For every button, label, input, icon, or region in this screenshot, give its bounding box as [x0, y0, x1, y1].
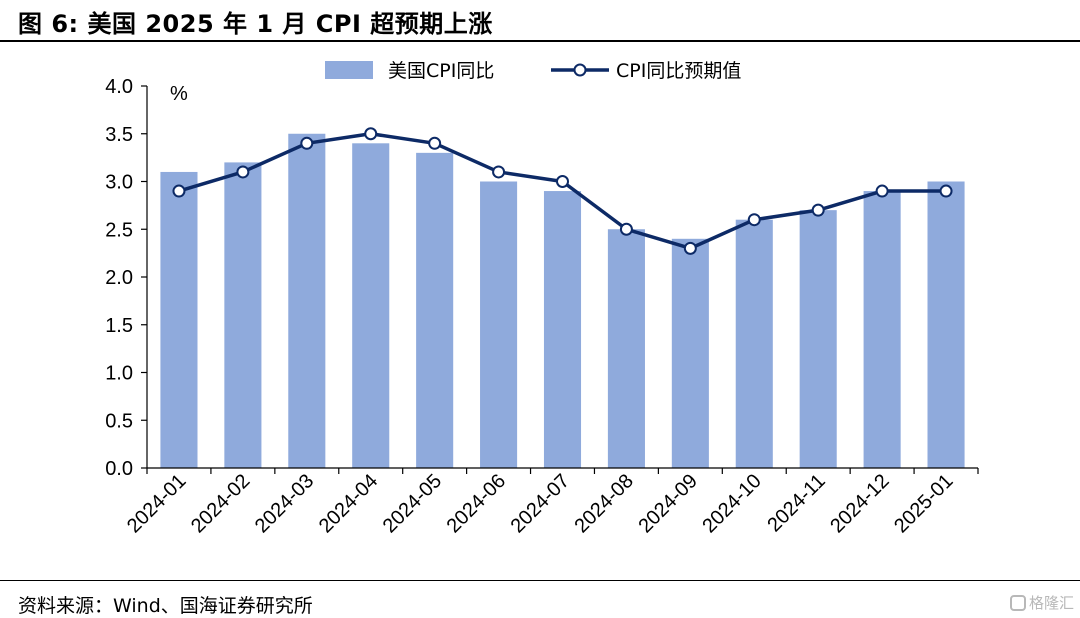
x-tick-label: 2024-08	[570, 470, 637, 537]
legend-bar-swatch	[325, 61, 373, 79]
x-tick-label: 2024-04	[315, 470, 382, 537]
bar-2024-08	[607, 229, 645, 468]
bar-2024-10	[735, 219, 773, 468]
bar-2024-07	[543, 191, 582, 469]
x-tick-label: 2024-02	[187, 470, 254, 537]
bar-2024-03	[288, 133, 326, 468]
source-divider	[0, 580, 1080, 581]
x-tick-label: 2024-07	[507, 470, 574, 537]
line-point-2024-10	[747, 213, 761, 227]
x-tick-label: 2024-12	[826, 470, 893, 537]
legend-line-label: CPI同比预期值	[616, 60, 741, 82]
line-point-2024-04	[364, 127, 378, 141]
y-tick-label: 4.0	[105, 76, 133, 98]
y-tick-label: 2.5	[105, 219, 133, 241]
line-point-2024-07	[556, 175, 569, 188]
x-tick-label: 2025-01	[890, 470, 957, 537]
bar-2024-04	[352, 143, 390, 469]
x-tick-label: 2024-01	[123, 470, 190, 537]
y-tick-label: 1.0	[105, 363, 133, 385]
y-tick-label: 3.0	[105, 172, 133, 194]
line-point-2024-03	[300, 136, 314, 150]
bar-2024-01	[160, 171, 198, 468]
title-divider	[0, 40, 1080, 42]
x-tick-label: 2024-06	[443, 470, 510, 537]
line-point-2024-11	[811, 203, 825, 217]
legend: 美国CPI同比 CPI同比预期值	[325, 60, 741, 82]
bar-2024-06	[480, 181, 518, 468]
source-note: 资料来源：Wind、国海证券研究所	[18, 595, 313, 617]
line-point-2024-01	[172, 184, 186, 198]
watermark-text: 格隆汇	[1028, 594, 1074, 612]
y-tick-label: 2.0	[105, 267, 133, 289]
x-tick-label: 2024-09	[634, 470, 701, 537]
bars-layer	[160, 133, 965, 469]
line-point-2024-06	[492, 165, 506, 179]
bar-2024-09	[671, 238, 709, 468]
bar-2024-11	[799, 210, 837, 468]
bar-2024-02	[224, 162, 262, 468]
y-tick-label: 3.5	[105, 124, 133, 146]
bar-2024-05	[416, 152, 454, 468]
line-point-2024-02	[236, 165, 250, 179]
x-tick-label: 2024-10	[698, 470, 765, 537]
line-layer	[172, 127, 953, 255]
y-unit-label: %	[170, 83, 188, 105]
line-point-2025-01	[939, 184, 953, 198]
line-point-2024-08	[619, 222, 633, 236]
x-tick-label: 2024-11	[763, 470, 829, 536]
y-tick-label: 0.5	[105, 410, 133, 432]
watermark-logo-icon	[1009, 594, 1026, 611]
bar-2024-12	[863, 191, 901, 469]
x-tick-label: 2024-05	[379, 470, 446, 537]
line-point-2024-12	[875, 184, 889, 198]
x-tick-label: 2024-03	[251, 470, 318, 537]
legend-line-marker	[573, 63, 587, 77]
watermark: 格隆汇	[1009, 592, 1074, 613]
y-tick-label: 0.0	[105, 458, 133, 480]
y-tick-label: 1.5	[105, 315, 133, 337]
figure-title: 图 6: 美国 2025 年 1 月 CPI 超预期上涨	[18, 10, 493, 38]
line-point-2024-05	[428, 136, 442, 150]
line-point-2024-09	[683, 241, 697, 255]
legend-bar-label: 美国CPI同比	[388, 60, 494, 82]
bar-2025-01	[927, 181, 965, 468]
